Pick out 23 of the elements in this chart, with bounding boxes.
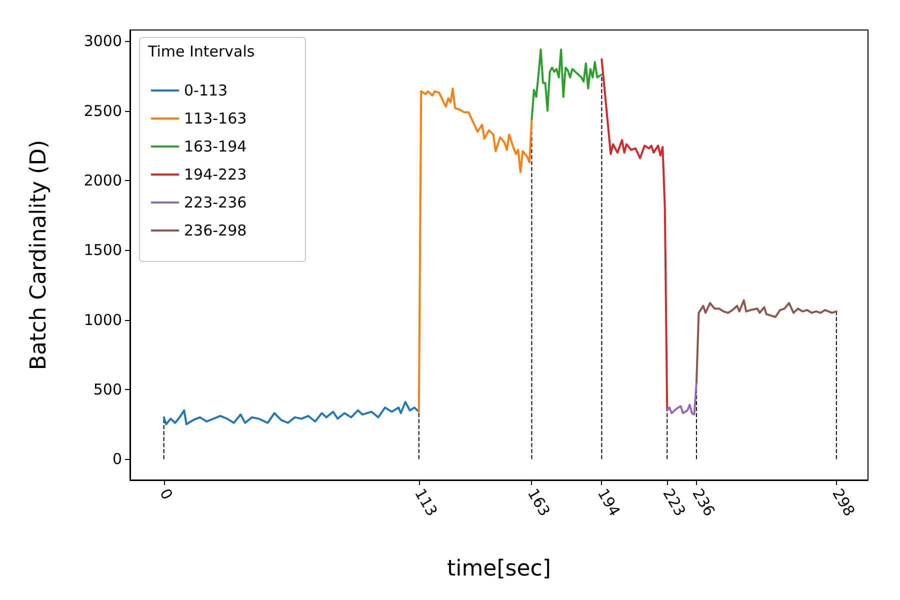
line-series <box>418 88 533 413</box>
x-axis-title: time[sec] <box>447 556 551 582</box>
line-series <box>530 48 603 120</box>
line-series <box>162 400 420 426</box>
legend-label: 223-236 <box>184 194 247 212</box>
legend-title: Time Intervals <box>147 42 255 60</box>
legend-label: 0-113 <box>184 82 228 100</box>
y-tick-label: 2000 <box>84 171 122 190</box>
y-tick-label: 2500 <box>84 102 122 120</box>
line-series <box>600 58 668 412</box>
legend-label: 194-223 <box>184 166 247 184</box>
y-tick-label: 1500 <box>84 241 122 260</box>
y-tick-label: 3000 <box>84 32 122 50</box>
legend-label: 236-298 <box>184 222 247 240</box>
y-tick-label: 0 <box>112 450 122 468</box>
x-tick-label: 0 <box>156 486 176 503</box>
legend-label: 163-194 <box>184 138 247 156</box>
y-axis-title: Batch Cardinality (D) <box>26 140 52 370</box>
y-tick-label: 1000 <box>84 310 122 329</box>
line-series <box>695 299 838 384</box>
y-tick-label: 500 <box>93 380 122 398</box>
legend-label: 113-163 <box>184 110 247 128</box>
line-series <box>666 381 698 416</box>
